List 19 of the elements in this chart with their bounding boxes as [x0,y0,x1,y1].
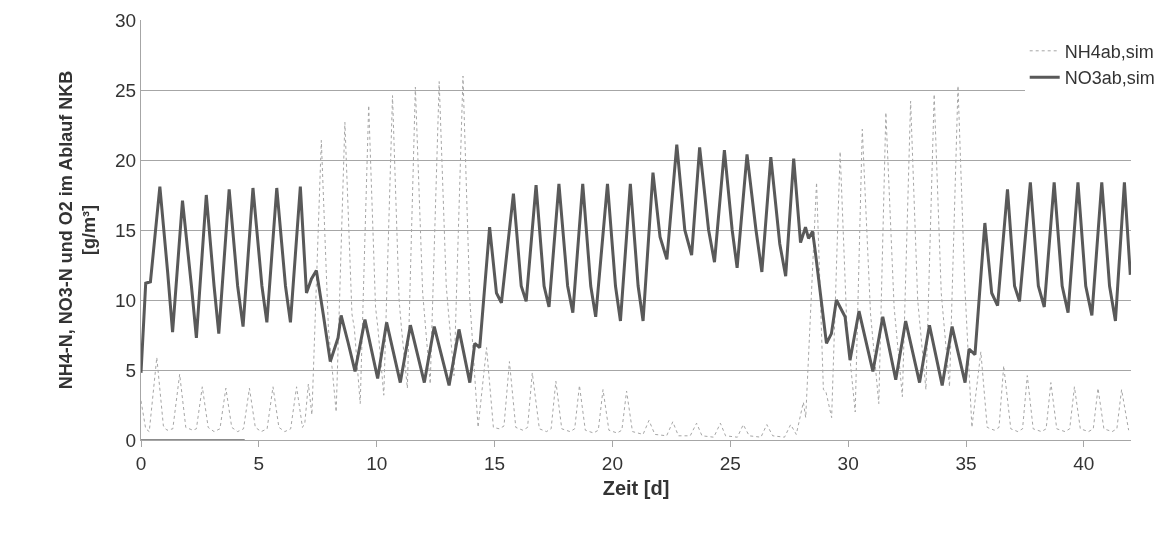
legend-label: NH4ab,sim [1064,41,1154,62]
y-axis-title: NH4-N, NO3-N und O2 im Ablauf NKB [g/m³] [55,70,100,390]
x-tick-label: 15 [484,452,506,474]
x-tick-label: 30 [837,452,859,474]
x-tick-label: 25 [719,452,741,474]
x-tick-label: 20 [601,452,623,474]
x-tick-label: 35 [955,452,977,474]
x-tick-label: 5 [253,452,265,474]
y-tick-label: 25 [115,79,137,101]
y-tick-label: 0 [125,429,137,451]
x-tick-label: 10 [366,452,388,474]
y-tick-label: 15 [115,219,137,241]
y-tick-label: 30 [115,9,137,31]
legend-label: NO3ab,sim [1064,68,1155,89]
y-tick-label: 5 [125,359,137,381]
y-tick-label: 10 [115,289,137,311]
y-tick-label: 20 [115,149,137,171]
x-axis-title: Zeit [d] [602,477,670,500]
x-tick-label: 40 [1073,452,1095,474]
